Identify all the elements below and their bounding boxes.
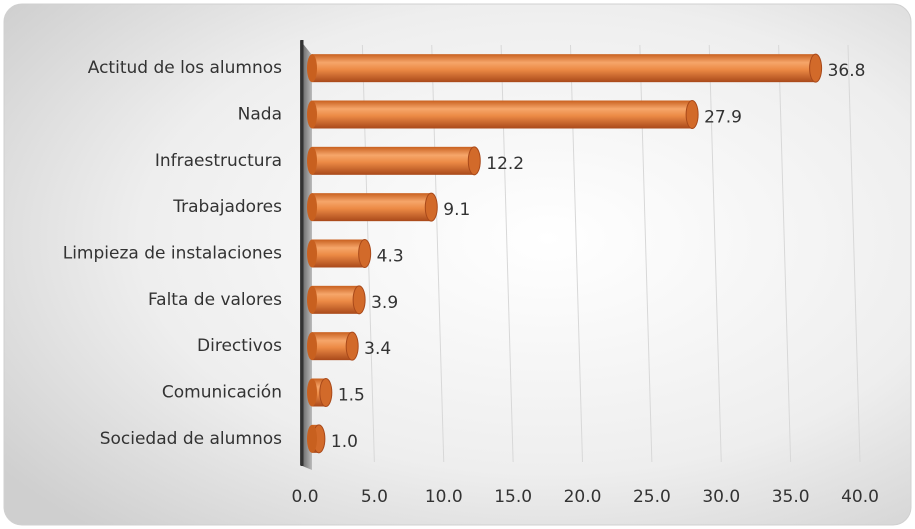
x-tick-label: 15.0 [494, 487, 532, 507]
bar-cap [319, 378, 333, 407]
x-tick-label: 40.0 [841, 487, 879, 507]
bar [312, 285, 360, 314]
grid-line [708, 44, 722, 463]
y-tick-label: Falta de valores [148, 290, 282, 310]
data-label: 4.3 [377, 247, 404, 267]
data-label: 9.1 [443, 200, 470, 220]
data-label: 3.4 [364, 339, 391, 359]
x-tick-label: 5.0 [361, 487, 388, 507]
bar-cap [352, 285, 366, 315]
bar-cap [358, 239, 372, 268]
y-tick-label: Trabajadores [172, 197, 282, 217]
bar [312, 193, 432, 222]
bar [312, 100, 693, 129]
data-label: 36.8 [828, 61, 866, 81]
bar [312, 146, 475, 175]
y-tick-label: Limpieza de instalaciones [63, 244, 282, 264]
data-label: 27.9 [704, 108, 742, 128]
y-tick-label: Actitud de los alumnos [88, 58, 282, 78]
chart-background [3, 3, 912, 526]
y-tick-label: Directivos [197, 336, 282, 356]
bar-base [307, 54, 317, 83]
bar-base [307, 193, 317, 222]
data-label: 1.5 [338, 386, 365, 406]
y-tick-label: Nada [238, 105, 282, 125]
x-tick-label: 30.0 [702, 487, 740, 507]
bar-base [307, 285, 317, 314]
data-label: 12.2 [486, 154, 524, 174]
x-tick-label: 20.0 [564, 487, 602, 507]
grid-line [778, 44, 792, 463]
bar-base [307, 146, 317, 175]
y-tick-label: Infraestructura [155, 151, 282, 171]
x-tick-label: 35.0 [772, 487, 810, 507]
bar-cap [809, 53, 823, 83]
grid-line [847, 44, 861, 463]
x-tick-label: 25.0 [633, 487, 671, 507]
bar-cap [685, 100, 699, 129]
bar [312, 332, 353, 361]
bar-cap [467, 146, 481, 176]
data-label: 3.9 [371, 293, 398, 313]
x-tick-label: 10.0 [425, 487, 463, 507]
bar-base [307, 424, 317, 453]
y-tick-label: Comunicación [162, 383, 282, 403]
bar [312, 54, 816, 83]
bar-base [307, 239, 317, 268]
bar-base [307, 100, 317, 129]
bar-base [307, 378, 317, 407]
bar-base [307, 332, 317, 361]
data-label: 1.0 [331, 432, 358, 452]
bar-cap [345, 331, 359, 361]
bar-cap [424, 192, 438, 222]
bar [312, 239, 365, 268]
x-tick-label: 0.0 [291, 487, 318, 507]
y-tick-label: Sociedad de alumnos [100, 429, 282, 449]
